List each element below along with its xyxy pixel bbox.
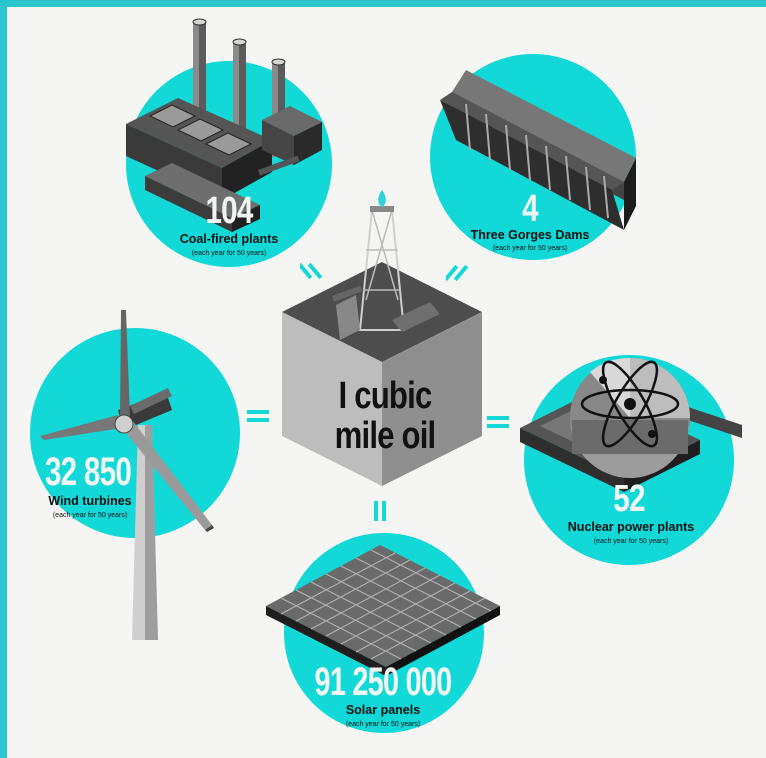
equals-sign-dams [446,264,470,282]
top-border [0,0,766,7]
coal-plant-icon [126,18,322,232]
equals-sign-solar [372,501,388,521]
equals-sign-wind [247,408,269,424]
nuclear-label: Nuclear power plants [567,520,695,534]
center-title-line2: mile oil [334,415,437,457]
center-title-line1: I cubic [338,375,433,417]
coal-label: Coal-fired plants [179,232,279,246]
solar-note: (each year for 50 years) [345,721,421,728]
solar-label: Solar panels [345,703,421,717]
wind-note: (each year for 50 years) [52,512,128,519]
wind-turbine-icon [40,310,214,640]
dams-count: 4 [522,188,538,230]
coal-note: (each year for 50 years) [191,250,267,257]
center-title: I cubic mile oil [315,376,454,456]
coal-count: 104 [205,190,253,232]
oil-cube-icon [282,190,482,486]
nuclear-plant-icon [520,357,742,492]
wind-label: Wind turbines [48,494,132,508]
solar-panel-icon [266,545,500,676]
dams-label: Three Gorges Dams [470,228,590,242]
solar-count: 91 250 000 [314,660,453,704]
equals-sign-nuclear [487,414,509,430]
dam-icon [440,70,636,230]
equals-sign-coal [300,262,324,280]
nuclear-count: 52 [613,478,645,520]
dams-note: (each year for 50 years) [492,245,568,252]
wind-count: 32 850 [44,450,132,494]
nuclear-note: (each year for 50 years) [593,538,669,545]
left-border [0,0,7,758]
